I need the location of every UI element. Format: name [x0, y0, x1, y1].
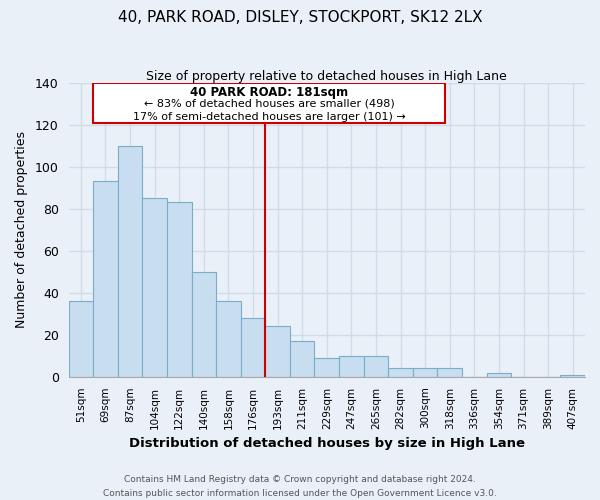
Bar: [93, 182, 118, 377]
Bar: [216, 301, 241, 377]
Text: 40 PARK ROAD: 181sqm: 40 PARK ROAD: 181sqm: [190, 86, 348, 98]
Bar: [68, 301, 93, 377]
Bar: [290, 341, 314, 377]
X-axis label: Distribution of detached houses by size in High Lane: Distribution of detached houses by size …: [129, 437, 525, 450]
Bar: [388, 368, 413, 377]
Bar: [265, 326, 290, 377]
Bar: [339, 356, 364, 377]
Bar: [191, 272, 216, 377]
Text: ← 83% of detached houses are smaller (498): ← 83% of detached houses are smaller (49…: [143, 99, 394, 109]
Title: Size of property relative to detached houses in High Lane: Size of property relative to detached ho…: [146, 70, 507, 83]
Text: 40, PARK ROAD, DISLEY, STOCKPORT, SK12 2LX: 40, PARK ROAD, DISLEY, STOCKPORT, SK12 2…: [118, 10, 482, 25]
Bar: [437, 368, 462, 377]
Bar: [167, 202, 191, 377]
FancyBboxPatch shape: [93, 83, 445, 122]
Y-axis label: Number of detached properties: Number of detached properties: [15, 132, 28, 328]
Bar: [487, 372, 511, 377]
Text: Contains HM Land Registry data © Crown copyright and database right 2024.
Contai: Contains HM Land Registry data © Crown c…: [103, 476, 497, 498]
Text: 17% of semi-detached houses are larger (101) →: 17% of semi-detached houses are larger (…: [133, 112, 406, 122]
Bar: [142, 198, 167, 377]
Bar: [314, 358, 339, 377]
Bar: [560, 374, 585, 377]
Bar: [413, 368, 437, 377]
Bar: [241, 318, 265, 377]
Bar: [364, 356, 388, 377]
Bar: [118, 146, 142, 377]
